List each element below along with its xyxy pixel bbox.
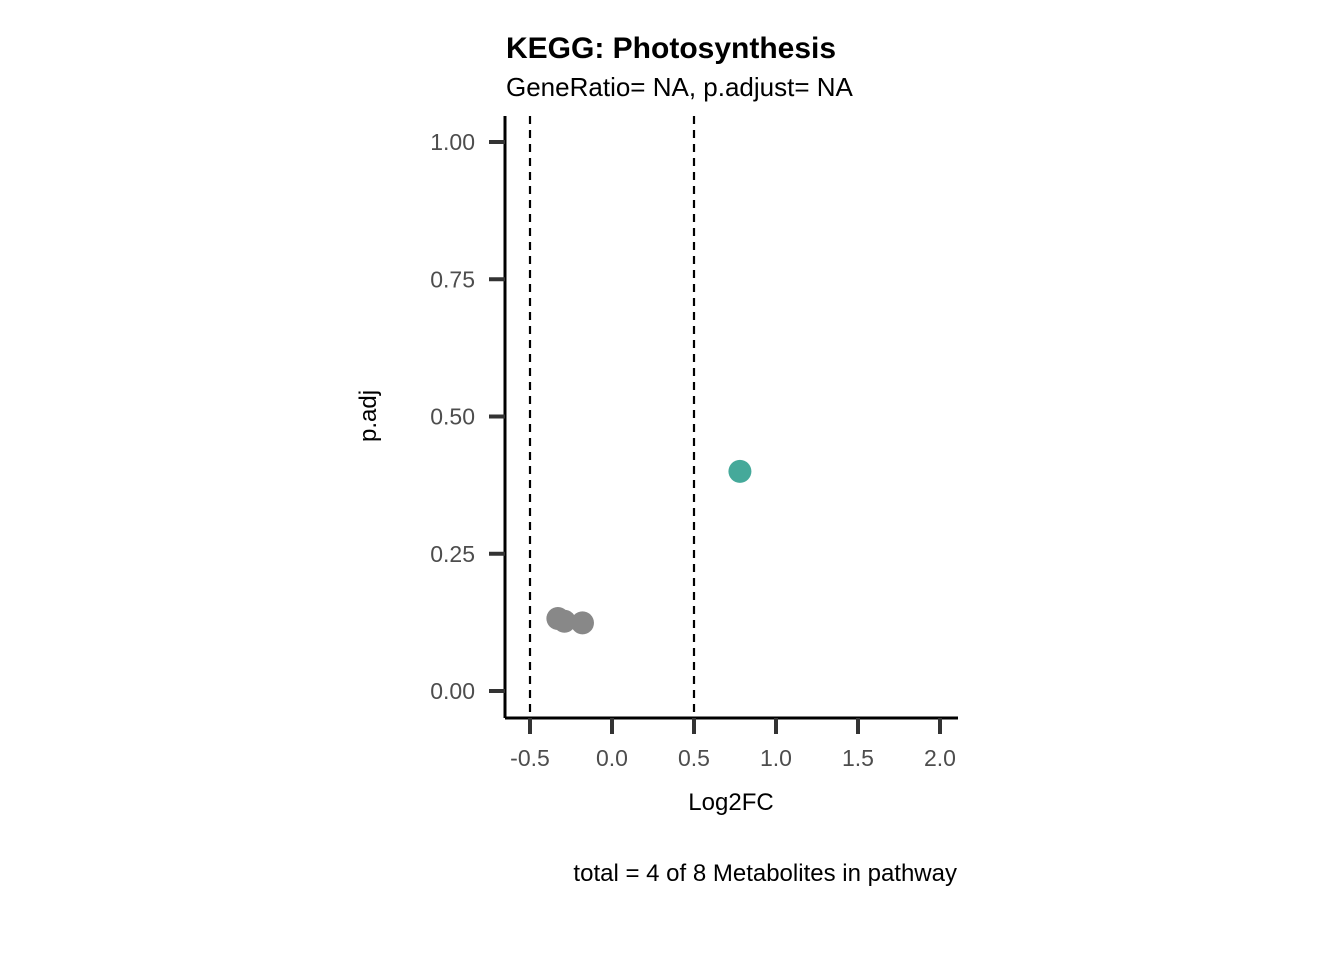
x-tick-label: 0.5	[678, 745, 710, 771]
x-tick-label: -0.5	[510, 745, 550, 771]
data-point-3	[728, 459, 752, 483]
chart-subtitle: GeneRatio= NA, p.adjust= NA	[506, 72, 853, 102]
x-tick-label: 0.0	[596, 745, 628, 771]
y-tick-label: 0.50	[430, 404, 475, 430]
x-tick-label: 1.5	[842, 745, 874, 771]
data-point-2	[570, 611, 594, 635]
data-points	[546, 459, 752, 635]
y-axis-label: p.adj	[355, 390, 382, 442]
chart-title: KEGG: Photosynthesis	[506, 32, 837, 65]
y-tick-label: 0.25	[430, 541, 475, 567]
y-tick-label: 0.00	[430, 678, 475, 704]
data-point-1	[552, 609, 576, 633]
x-axis-label: Log2FC	[688, 789, 773, 816]
x-tick-label: 2.0	[924, 745, 956, 771]
x-tick-label: 1.0	[760, 745, 792, 771]
axes: 0.00 0.25 0.50 0.75 1.00 -0.5 0.0 0.5 1.0 1.5 2.0	[430, 116, 958, 771]
y-tick-label: 1.00	[430, 129, 475, 155]
y-tick-label: 0.75	[430, 266, 475, 292]
chart-caption: total = 4 of 8 Metabolites in pathway	[573, 860, 957, 887]
threshold-lines	[528, 116, 696, 718]
